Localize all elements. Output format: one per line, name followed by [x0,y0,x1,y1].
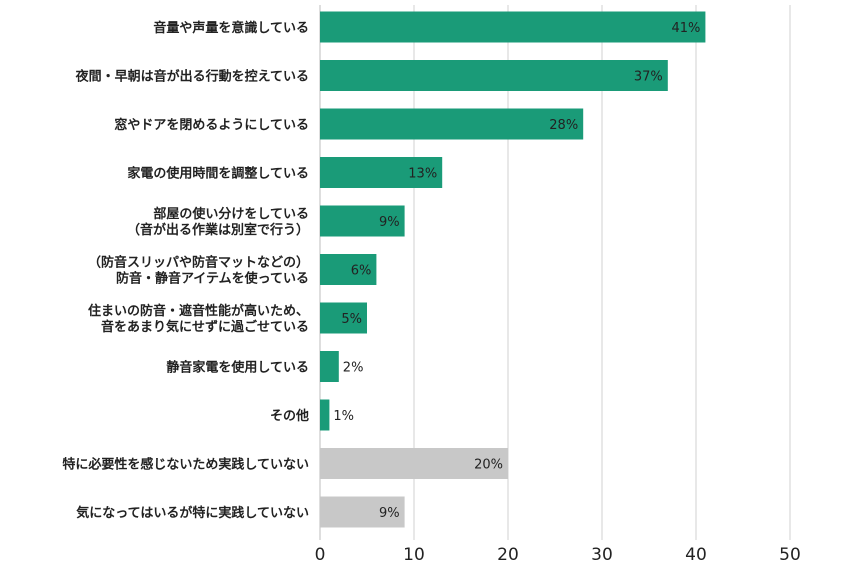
x-tick-label: 10 [403,545,425,565]
category-label: 住まいの防音・遮音性能が高いため、 [88,303,309,319]
data-label: 28% [549,118,578,133]
category-label: （音が出る作業は別室で行う） [127,222,309,238]
data-label: 9% [379,215,400,230]
bars [320,11,706,528]
data-label: 9% [379,506,400,521]
category-label: 家電の使用時間を調整している [127,166,309,182]
data-label: 37% [634,70,663,85]
category-labels: 音量や声量を意識している夜間・早朝は音が出る行動を控えている窓やドアを閉めるよう… [62,20,309,521]
value-labels: 41% 37% 28% 13% 9% 6% 5% 2% 1% 20% 9% [333,21,700,521]
x-tick-label: 50 [779,545,801,565]
data-label: 2% [343,361,364,376]
category-label: 窓やドアを閉めるようにしている [114,117,309,133]
category-label: 夜間・早朝は音が出る行動を控えている [75,69,309,85]
x-tick-label: 40 [685,545,707,565]
bar [320,108,584,140]
bar [320,302,367,334]
category-label: 音をあまり気にせずに過ごせている [101,319,309,335]
x-tick-label: 30 [591,545,613,565]
category-label: 静音家電を使用している [166,360,309,376]
data-label: 6% [351,264,372,279]
bar [320,60,668,91]
category-label: 特に必要性を感じないため実践していない [62,457,309,473]
x-tick-label: 20 [497,545,519,565]
bar [320,11,706,43]
category-label: （防音スリッパや防音マットなどの） [88,255,309,271]
bar [320,351,339,382]
category-label: 防音・静音アイテムを使っている [116,271,309,287]
bar [320,399,330,431]
data-label: 5% [341,312,362,327]
bar [320,496,405,528]
category-label: 音量や声量を意識している [153,20,309,36]
x-axis-ticks: 0 10 20 30 40 50 [315,545,801,565]
bar [320,448,508,479]
x-tick-label: 0 [315,545,326,565]
data-label: 41% [671,21,700,36]
data-label: 20% [474,458,503,473]
data-label: 1% [333,409,354,424]
category-label: 気になってはいるが特に実践していない [76,505,309,521]
bar [320,205,405,237]
category-label: 部屋の使い分けをしている [153,206,309,222]
data-label: 13% [408,167,437,182]
bar [320,157,443,188]
bar [320,254,377,285]
category-label: その他 [270,408,309,424]
